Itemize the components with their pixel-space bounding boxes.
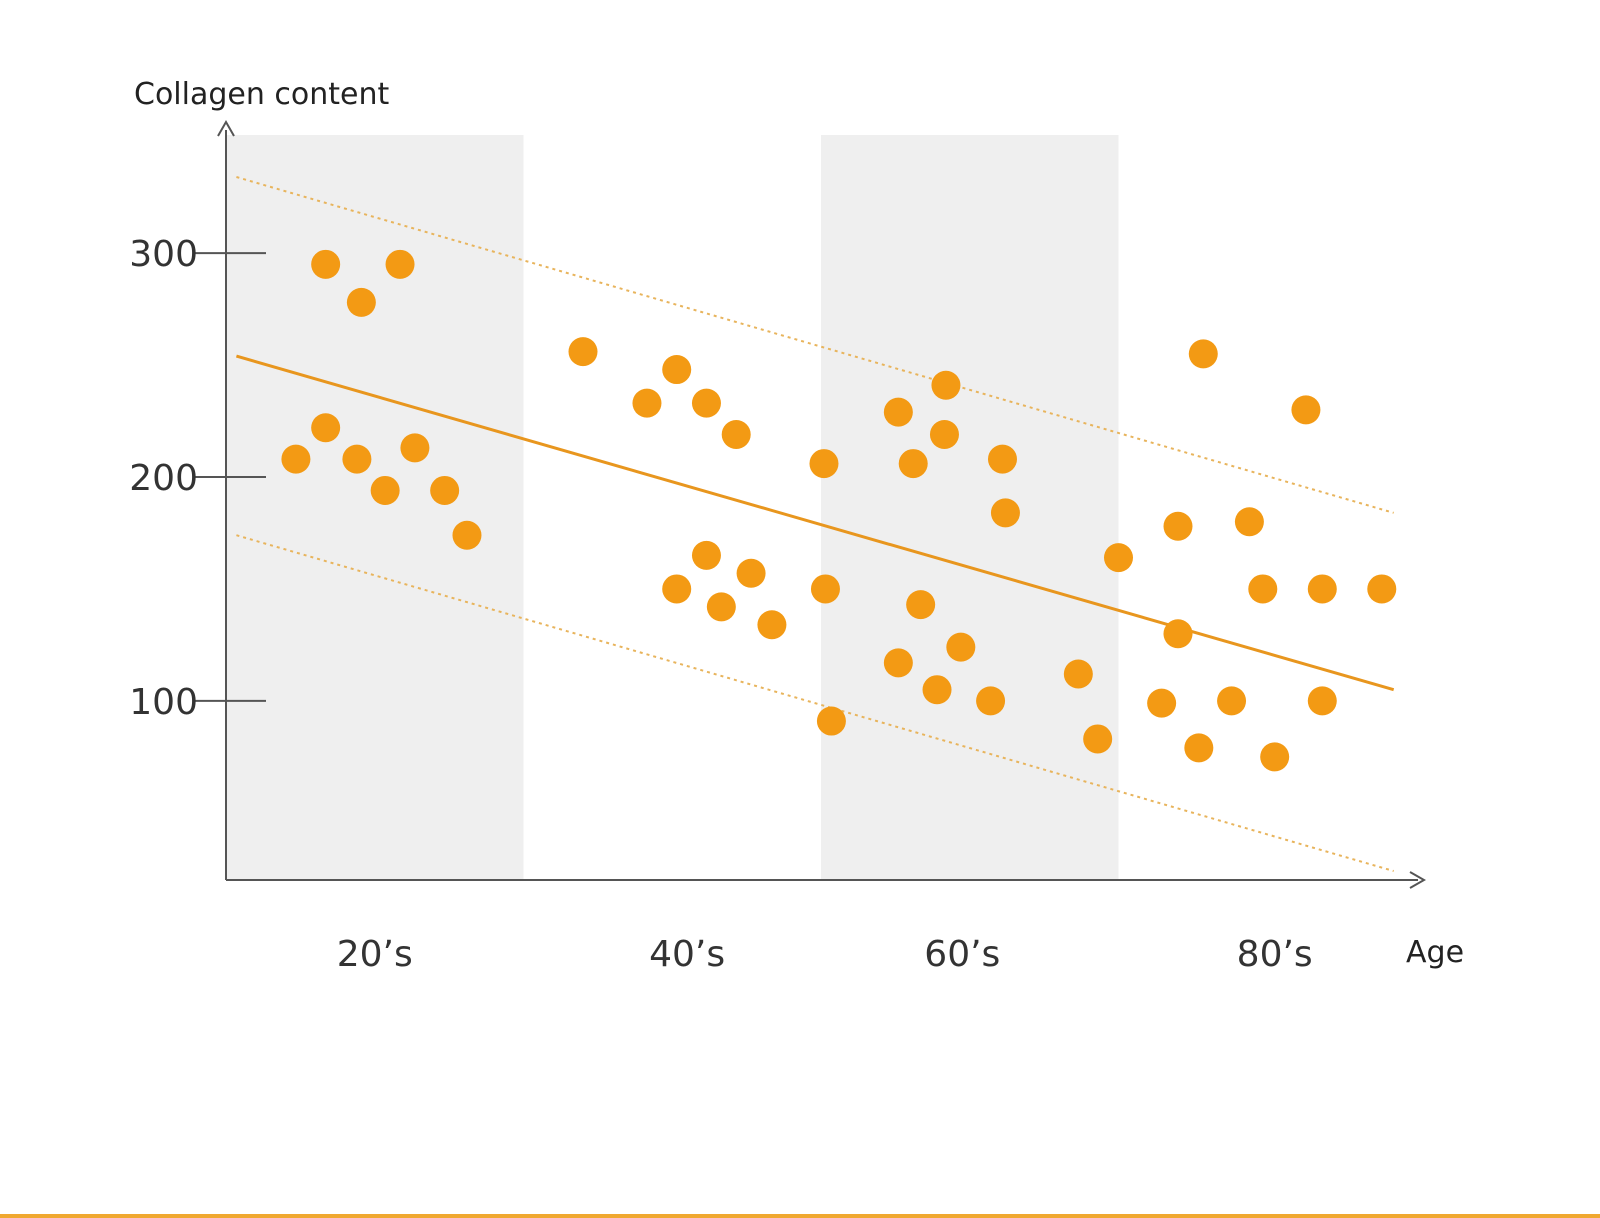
data-point (1260, 742, 1290, 772)
x-category-label: 60’s (924, 934, 1000, 975)
y-axis-arrow-icon (217, 119, 235, 137)
data-point (1291, 395, 1321, 425)
y-ticks: 100 200 300 (129, 234, 266, 723)
data-point (281, 444, 311, 474)
data-point (1104, 543, 1133, 573)
y-axis-title: Collagen content (134, 77, 390, 112)
data-point (809, 449, 839, 479)
data-point (898, 449, 928, 479)
data-point (346, 287, 376, 317)
data-point (757, 610, 787, 640)
shaded-band (821, 135, 1119, 880)
x-category-label: 40’s (649, 934, 725, 975)
x-category-labels: 20’s 40’s 60’s 80’s (337, 934, 1313, 975)
data-point (1083, 724, 1113, 754)
data-point (990, 498, 1020, 528)
data-points (281, 249, 1397, 772)
data-point (662, 574, 692, 604)
data-point (816, 706, 846, 736)
data-point (1248, 574, 1278, 604)
data-point (1234, 507, 1264, 537)
data-point (736, 558, 766, 588)
data-point (1063, 659, 1093, 689)
shaded-band (226, 135, 524, 880)
x-axis-arrow-icon (1409, 871, 1427, 889)
trend-line (235, 354, 1395, 692)
data-point (342, 444, 372, 474)
lower-bound-line (236, 534, 1394, 873)
data-point (430, 475, 460, 505)
y-tick-label: 300 (129, 234, 198, 275)
data-point (385, 249, 415, 279)
x-axis-title: Age (1406, 935, 1464, 970)
data-point (691, 540, 721, 570)
data-point (568, 337, 598, 367)
data-point (632, 388, 662, 418)
data-point (1307, 574, 1337, 604)
data-point (1163, 511, 1193, 541)
data-point (706, 592, 736, 622)
data-point (929, 419, 959, 449)
y-tick-label: 100 (129, 682, 198, 723)
data-point (883, 648, 913, 678)
data-point (922, 675, 952, 705)
data-point (810, 574, 840, 604)
data-point (721, 419, 751, 449)
data-point (976, 686, 1006, 716)
data-point (946, 632, 976, 662)
axes (217, 119, 1427, 889)
upper-bound-line (236, 176, 1394, 514)
trend-lines (235, 176, 1395, 873)
data-point (883, 397, 913, 427)
x-category-label: 20’s (337, 934, 413, 975)
data-point (370, 475, 400, 505)
data-point (691, 388, 721, 418)
data-point (662, 355, 692, 385)
data-point (311, 249, 341, 279)
data-point (931, 370, 961, 400)
data-point (987, 444, 1017, 474)
data-point (1188, 339, 1218, 369)
data-point (1184, 733, 1214, 763)
x-category-label: 80’s (1237, 934, 1313, 975)
bottom-accent-bar (0, 1214, 1600, 1218)
data-point (1307, 686, 1337, 716)
data-point (1147, 688, 1177, 718)
data-point (1163, 619, 1193, 649)
data-point (1217, 686, 1247, 716)
y-tick-label: 200 (129, 458, 198, 499)
data-point (452, 520, 482, 550)
shaded-bands (226, 135, 1119, 880)
data-point (1367, 574, 1397, 604)
data-point (400, 433, 430, 463)
data-point (906, 590, 936, 620)
data-point (311, 413, 341, 443)
